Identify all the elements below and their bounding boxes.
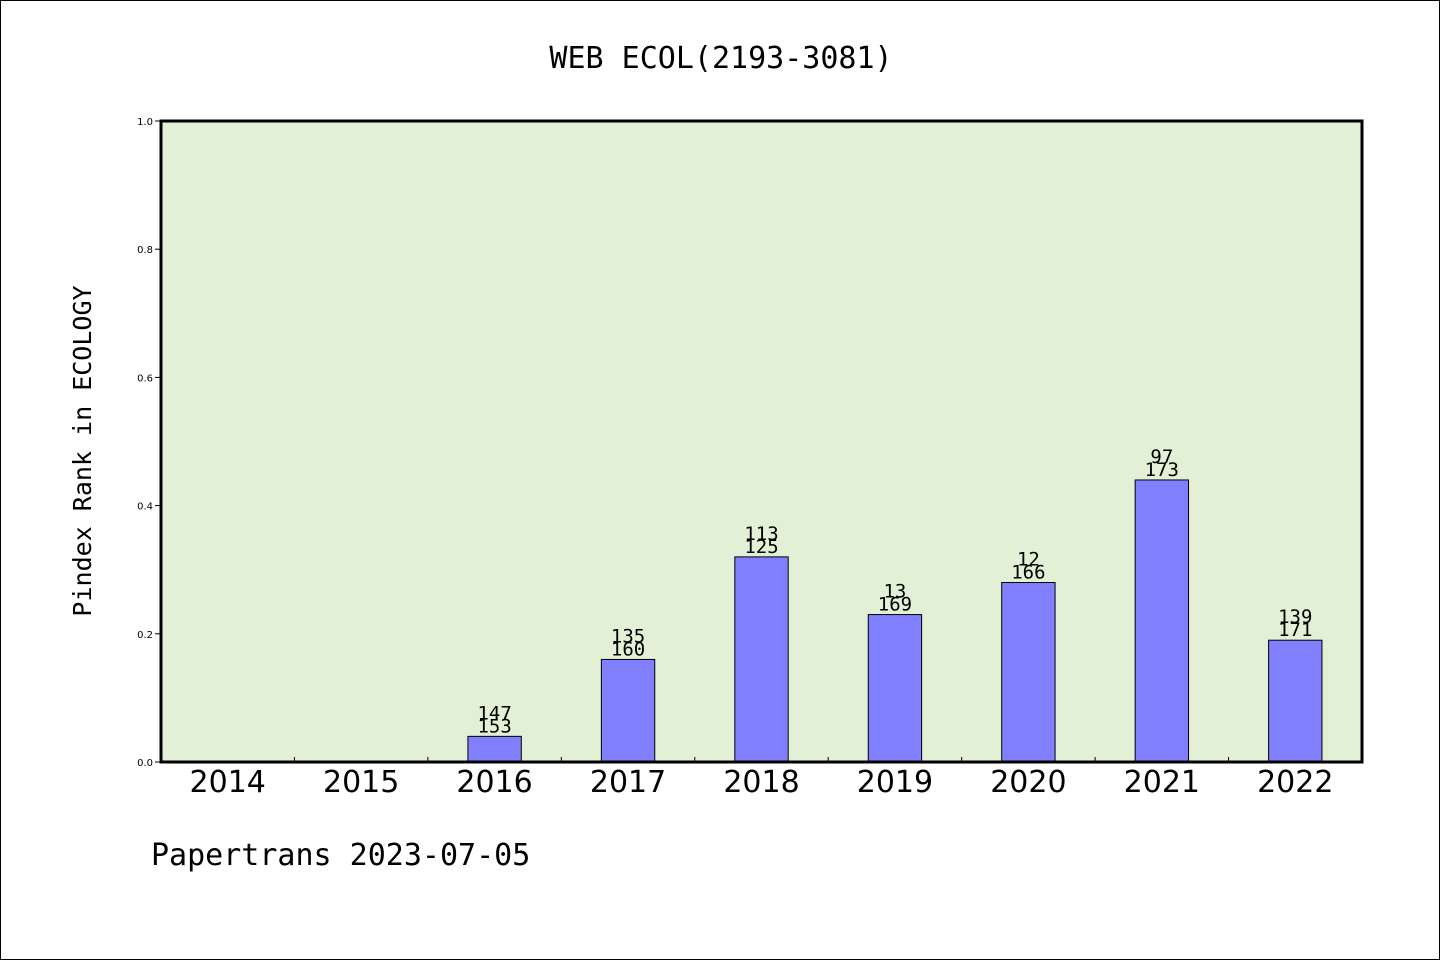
- x-tick-label: 2017: [590, 765, 666, 800]
- bar-label-bottom: 171: [1278, 619, 1312, 641]
- chart-title: WEB ECOL(2193-3081): [549, 41, 892, 76]
- y-tick-label: 1.0: [137, 117, 153, 128]
- bar-2021: [1134, 479, 1190, 763]
- x-axis-ticks: 2014 2015 2016 2017 2018 2019 2020 2021 2022: [190, 757, 1333, 800]
- y-tick-label: 0.6: [137, 373, 153, 384]
- bar-label-bottom: 169: [878, 594, 912, 616]
- bar-2017: [600, 658, 656, 763]
- x-tick-label: 2015: [323, 765, 399, 800]
- plot-border: [159, 119, 1364, 764]
- y-tick-label: 0.4: [137, 502, 153, 513]
- bar-label-top: 13: [883, 581, 906, 603]
- bar-2019: [867, 614, 923, 763]
- y-tick-label: 0.0: [137, 758, 153, 769]
- bar-2020: [1001, 582, 1056, 763]
- x-tick-label: 2020: [990, 765, 1066, 800]
- y-tick-label: 0.8: [137, 245, 153, 256]
- bar-label-bottom: 153: [477, 715, 511, 737]
- bar-label-top: 113: [744, 523, 778, 545]
- footer-text: Papertrans 2023-07-05: [151, 838, 530, 873]
- y-axis-ticks: 0.0 0.2 0.4 0.6 0.8 1.0: [137, 117, 161, 769]
- bar-label-bottom: 166: [1011, 562, 1045, 584]
- x-tick-label: 2022: [1257, 765, 1333, 800]
- x-tick-label: 2016: [456, 765, 532, 800]
- bar-2018: [734, 556, 789, 763]
- bar-label-bottom: 125: [744, 536, 778, 558]
- x-tick-label: 2021: [1124, 765, 1200, 800]
- bar-label-top: 139: [1278, 606, 1312, 628]
- bar-label-bottom: 160: [611, 638, 645, 660]
- bar-2022: [1268, 639, 1323, 763]
- bar-label-bottom: 173: [1145, 459, 1179, 481]
- x-tick-label: 2019: [857, 765, 933, 800]
- y-axis-label: Pindex Rank in ECOLOGY: [68, 285, 97, 616]
- x-tick-label: 2018: [723, 765, 799, 800]
- bar-label-top: 135: [611, 625, 645, 647]
- y-tick-label: 0.2: [137, 630, 153, 641]
- bar-label-top: 147: [477, 702, 511, 724]
- x-tick-label: 2014: [190, 765, 266, 800]
- bar-2016: [467, 735, 522, 763]
- bar-label-top: 97: [1150, 446, 1173, 468]
- bar-label-top: 12: [1017, 549, 1040, 571]
